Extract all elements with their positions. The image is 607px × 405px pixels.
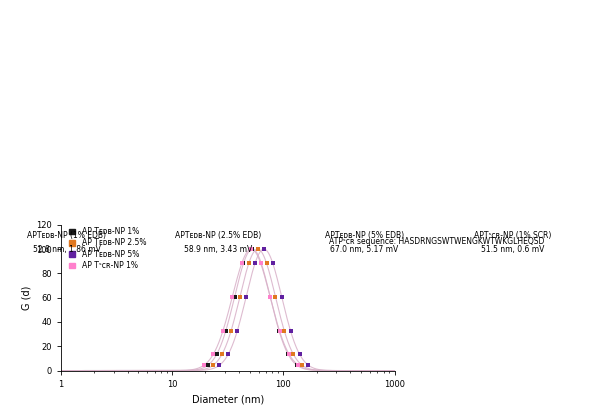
Point (223, 351, 233, 357)
Text: 51.5 nm, 0.6 mV: 51.5 nm, 0.6 mV (481, 245, 544, 254)
Point (297, 362, 307, 369)
Point (248, 246, 257, 252)
Y-axis label: G (d): G (d) (22, 286, 32, 310)
Point (250, 260, 260, 266)
Point (208, 351, 218, 357)
Point (274, 328, 284, 335)
Point (237, 260, 246, 266)
Point (277, 294, 287, 300)
Text: APTᴇᴅʙ-NP (5% EDB): APTᴇᴅʙ-NP (5% EDB) (325, 231, 404, 240)
Point (226, 328, 236, 335)
Point (241, 294, 251, 300)
Point (265, 294, 275, 300)
Text: ATPˢᴄʀ sequence: HASDRNGSWTWENGKWTWKGLHEQSD: ATPˢᴄʀ sequence: HASDRNGSWTWENGKWTWKGLHE… (330, 237, 544, 246)
Point (262, 260, 271, 266)
Point (280, 328, 290, 335)
Point (271, 294, 280, 300)
Point (268, 260, 277, 266)
Point (294, 362, 304, 369)
Point (304, 362, 313, 369)
Point (283, 351, 293, 357)
X-axis label: Diameter (nm): Diameter (nm) (191, 394, 264, 404)
Point (256, 260, 265, 266)
Text: 58.9 nm, 3.43 mV: 58.9 nm, 3.43 mV (185, 245, 253, 254)
Point (235, 294, 245, 300)
Point (256, 260, 266, 266)
Point (253, 246, 263, 252)
Legend: AP Tᴇᴅʙ-NP 1%, AP Tᴇᴅʙ-NP 2.5%, AP Tᴇᴅʙ-NP 5%, AP Tˢᴄʀ-NP 1%: AP Tᴇᴅʙ-NP 1%, AP Tᴇᴅʙ-NP 2.5%, AP Tᴇᴅʙ-… (68, 226, 148, 272)
Text: APTᴇᴅʙ-NP (2.5% EDB): APTᴇᴅʙ-NP (2.5% EDB) (175, 231, 262, 240)
Point (203, 362, 212, 369)
Point (232, 328, 242, 335)
Point (221, 328, 231, 335)
Point (284, 351, 294, 357)
Point (265, 294, 275, 300)
Point (259, 246, 269, 252)
Point (292, 362, 302, 369)
Point (288, 351, 298, 357)
Point (244, 260, 254, 266)
Point (214, 362, 224, 369)
Text: APTᴇᴅʙ-NP (1% EDB): APTᴇᴅʙ-NP (1% EDB) (27, 231, 106, 240)
Point (218, 328, 228, 335)
Point (294, 351, 304, 357)
Point (217, 351, 227, 357)
Point (286, 328, 296, 335)
Point (275, 328, 285, 335)
Text: APTˢᴄʀ-NP (1% SCR): APTˢᴄʀ-NP (1% SCR) (474, 231, 552, 240)
Text: 52.8 nm, 1.86 mV: 52.8 nm, 1.86 mV (33, 245, 101, 254)
Point (246, 246, 256, 252)
Point (212, 351, 222, 357)
Point (229, 294, 239, 300)
Point (239, 260, 248, 266)
Point (199, 362, 209, 369)
Point (228, 294, 237, 300)
Point (208, 362, 218, 369)
Text: 67.0 nm, 5.17 mV: 67.0 nm, 5.17 mV (330, 245, 398, 254)
